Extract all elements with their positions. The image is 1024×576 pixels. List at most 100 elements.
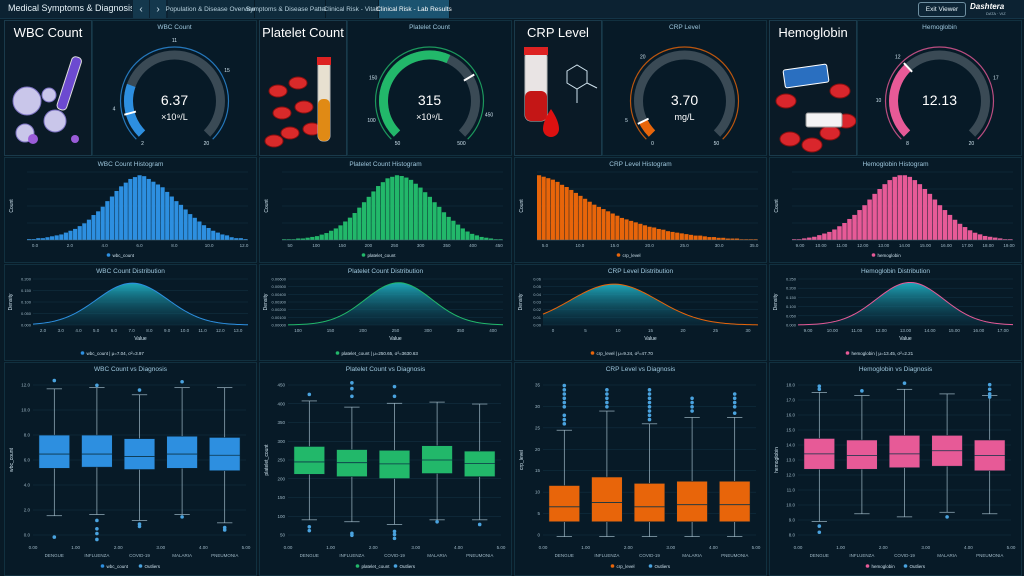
outlier-point <box>647 409 652 413</box>
crp-gauge-tick: 5 <box>625 118 628 124</box>
histogram-bar <box>601 209 606 240</box>
platelet-histogram: 50 100 150 200 250 300 350 400 450 Count platelet_… <box>264 171 503 258</box>
hemoglobin-gauge-ring <box>884 46 995 140</box>
dist-x-tick: 250 <box>392 328 400 333</box>
tab-clinical-vitals[interactable]: Clinical Risk - Vitals <box>324 0 380 18</box>
box-category-label: INFLUENZA <box>849 553 874 558</box>
box-category-label: COVID-19 <box>129 553 150 558</box>
wbc-dist-ylabel: Density <box>8 293 14 310</box>
histogram-bar <box>197 221 202 240</box>
box-y-tick: 9.0 <box>789 518 796 523</box>
histogram-bar <box>962 227 968 240</box>
box-category-label: DENGUE <box>810 553 829 558</box>
histogram-bar <box>982 235 988 240</box>
histogram-x-tick: 18.00 <box>982 243 994 248</box>
box-dengue <box>38 378 70 539</box>
tab-population-overview[interactable]: Population & Disease Overview <box>165 0 257 18</box>
outlier-point <box>647 396 652 401</box>
histogram-bar <box>385 178 390 240</box>
legend-dot-outliers <box>393 564 398 568</box>
histogram-bar <box>942 210 948 240</box>
outlier-point <box>180 379 184 384</box>
box-dengue <box>803 384 835 535</box>
box-category-label: INFLUENZA <box>339 553 364 558</box>
histogram-x-tick: 8.0 <box>171 243 178 248</box>
crp-hist-ylabel: Count <box>519 199 525 213</box>
box-y-tick: 5 <box>537 511 540 516</box>
dist-x-tick: 12.0 <box>216 328 225 333</box>
histogram-x-tick: 16.00 <box>941 243 953 248</box>
box-y-tick: 100 <box>277 514 285 519</box>
box-malaria <box>166 379 198 519</box>
tab-symptoms-patterns[interactable]: Symptoms & Disease Patterns <box>246 0 334 18</box>
legend-dot <box>80 351 85 355</box>
gauge-panel-platelet: Platelet Count 315 ×10⁹/L 50 500 100 150 450 <box>347 20 512 156</box>
boxplot-panel-wbc: WBC Count vs Diagnosis 12.0 10.0 8.0 6.0 4.0 2… <box>4 362 257 576</box>
box-y-tick: 25 <box>535 425 541 430</box>
histogram-bar <box>877 189 882 240</box>
dist-y-tick: 0.03 <box>533 300 542 305</box>
histogram-bar <box>555 181 560 240</box>
histogram-bar <box>615 215 620 240</box>
boxplot-panel-hemoglobin: Hemoglobin vs Diagnosis 18.0 17.0 16.0 15.0 1… <box>769 362 1022 576</box>
box-influenza <box>591 387 623 537</box>
nav-back-button[interactable]: ‹ <box>132 0 149 18</box>
histogram-bar <box>86 219 91 240</box>
box-x-tick: 4.00 <box>199 545 208 550</box>
wbc-histogram: 0.0 2.0 4.0 6.0 8.0 10.0 12.0 Count wbc_count <box>9 171 249 258</box>
crp-gauge: 3.70 mg/L 0 50 5 20 <box>625 46 740 147</box>
hemoglobin-illustration-icon <box>775 63 856 153</box>
dist-x-tick: 14.00 <box>924 328 936 333</box>
histogram-x-tick: 450 <box>495 243 503 248</box>
histogram-bar <box>215 232 220 240</box>
histogram-x-tick: 9.00 <box>796 243 805 248</box>
dist-y-tick: 0.00 <box>533 323 542 328</box>
histogram-bar <box>201 225 207 240</box>
histogram-bar <box>413 183 418 240</box>
box-malaria <box>676 396 708 537</box>
histogram-bar <box>418 187 423 240</box>
dist-y-tick: 0.00000 <box>272 323 287 328</box>
hemoglobin-gauge-value: 12.13 <box>922 92 957 108</box>
histogram-bar <box>96 211 101 240</box>
wbc-illustration <box>12 56 82 144</box>
histogram-bar <box>160 187 165 240</box>
histogram-bar <box>832 229 837 240</box>
hemoglobin-title: Hemoglobin <box>778 25 848 40</box>
crp-gauge-value: 3.70 <box>671 92 698 108</box>
dist-y-tick: 0.050 <box>21 311 32 316</box>
outlier-point <box>350 380 354 385</box>
dist-x-tick: 25 <box>713 328 719 333</box>
histogram-bar <box>142 176 147 240</box>
histogram-bar <box>155 184 161 240</box>
histogram-bar <box>31 239 36 240</box>
histogram-bar <box>286 239 291 240</box>
dist-y-tick: 0.00200 <box>272 307 287 312</box>
histogram-bar <box>446 216 451 240</box>
histogram-bar <box>45 237 50 240</box>
outlier-point <box>647 413 652 418</box>
box-pneumonia <box>464 403 496 527</box>
outlier-point <box>987 395 992 399</box>
crp-dist-xlabel: Value <box>644 336 657 342</box>
dist-x-tick: 17.00 <box>997 328 1009 333</box>
dist-x-tick: 9.0 <box>164 328 171 333</box>
nav-forward-button[interactable]: › <box>149 0 166 18</box>
platelet-gauge-fill <box>379 50 451 137</box>
histogram-bar <box>652 227 657 240</box>
box-y-tick: 250 <box>277 458 285 463</box>
outlier-point <box>732 404 737 409</box>
platelet-outliers-legend: Outliers <box>400 564 416 569</box>
box-category-label: PNEUMONIA <box>976 553 1003 558</box>
tab-clinical-lab-results[interactable]: Clinical Risk - Lab Results <box>376 0 452 18</box>
platelet-box-title: Platelet Count vs Diagnosis <box>345 366 426 373</box>
histogram-bar <box>114 190 119 240</box>
hemoglobin-gauge: 12.13 8 20 10 12 17 <box>876 46 999 147</box>
crp-box-legend: crp_level <box>617 564 635 569</box>
outlier-point <box>95 537 99 542</box>
exit-viewer-button[interactable]: Exit Viewer <box>918 2 966 17</box>
box-category-label: DENGUE <box>555 553 574 558</box>
crp-box-title: CRP Level vs Diagnosis <box>605 366 676 373</box>
box-y-tick: 0.0 <box>24 533 31 538</box>
outlier-point <box>392 529 397 534</box>
